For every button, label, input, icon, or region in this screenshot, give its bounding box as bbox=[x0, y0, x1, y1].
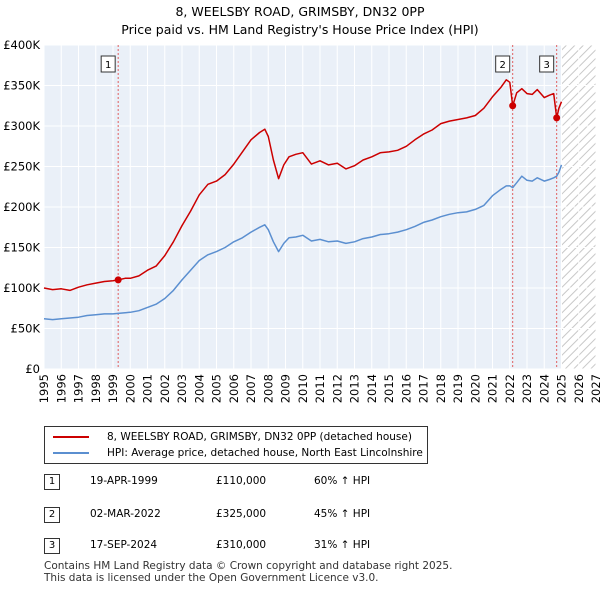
sale-point bbox=[509, 102, 517, 110]
y-tick-label: £100K bbox=[3, 281, 40, 295]
footer-licence: This data is licensed under the Open Gov… bbox=[44, 572, 379, 584]
sale-number-box bbox=[539, 55, 555, 73]
sale-date: 02-MAR-2022 bbox=[90, 508, 161, 520]
x-tick-label: 2016 bbox=[399, 374, 413, 403]
x-tick-label: 2002 bbox=[158, 374, 172, 403]
x-tick-label: 2012 bbox=[330, 374, 344, 403]
x-tick-label: 2013 bbox=[348, 374, 362, 403]
y-tick-label: £50K bbox=[11, 322, 41, 336]
x-tick-label: 2019 bbox=[451, 374, 465, 403]
price-chart: £0 £50K £100K £150K £200K £250K £300K £350K £400… bbox=[3, 38, 600, 403]
x-tick-label: 2008 bbox=[261, 374, 275, 403]
x-tick-label: 2003 bbox=[175, 374, 189, 403]
x-tick-label: 1995 bbox=[37, 374, 51, 403]
footer-copyright: Contains HM Land Registry data © Crown c… bbox=[44, 560, 453, 572]
y-tick-label: £400K bbox=[3, 38, 40, 52]
y-tick-label: £350K bbox=[3, 79, 40, 93]
x-tick-label: 2022 bbox=[503, 374, 517, 403]
legend-label-hpi: HPI: Average price, detached house, Nort… bbox=[107, 447, 423, 459]
sale-hpi-change: 45% ↑ HPI bbox=[314, 508, 371, 520]
x-tick-label: 2007 bbox=[244, 374, 258, 403]
sale-number-badge: 1 bbox=[44, 474, 60, 490]
property-price-line bbox=[43, 79, 563, 292]
legend-item-property: 8, WEELSBY ROAD, GRIMSBY, DN32 0PP (deta… bbox=[53, 429, 412, 445]
x-tick-label: 2026 bbox=[572, 374, 586, 403]
y-tick-label: £0 bbox=[25, 362, 40, 376]
sale-number-badge: 2 bbox=[44, 507, 60, 523]
x-tick-label: 2001 bbox=[141, 374, 155, 403]
sale-price: £110,000 bbox=[216, 475, 267, 487]
sale-date: 17-SEP-2024 bbox=[90, 539, 158, 551]
hpi-line bbox=[43, 164, 563, 321]
x-tick-label: 2014 bbox=[365, 374, 379, 403]
x-tick-label: 2025 bbox=[555, 374, 569, 403]
sale-number-label: 2 bbox=[499, 60, 505, 71]
chart-title: 8, WEELSBY ROAD, GRIMSBY, DN32 0PP bbox=[175, 4, 425, 19]
sale-number-badge: 3 bbox=[44, 538, 60, 554]
x-tick-label: 2015 bbox=[382, 374, 396, 403]
sale-price: £310,000 bbox=[216, 539, 267, 551]
sale-number-box bbox=[495, 55, 511, 73]
sale-point bbox=[114, 276, 122, 284]
x-tick-label: 1996 bbox=[54, 374, 68, 403]
x-tick-label: 2021 bbox=[486, 374, 500, 403]
x-tick-label: 2005 bbox=[210, 374, 224, 403]
y-tick-label: £250K bbox=[3, 160, 40, 174]
sale-price: £325,000 bbox=[216, 508, 267, 520]
sale-date: 19-APR-1999 bbox=[90, 475, 158, 487]
y-tick-label: £300K bbox=[3, 119, 40, 133]
legend-line-hpi bbox=[53, 452, 89, 454]
x-tick-label: 2011 bbox=[313, 374, 327, 403]
y-tick-label: £200K bbox=[3, 200, 40, 214]
x-tick-label: 2006 bbox=[227, 374, 241, 403]
legend-label-property: 8, WEELSBY ROAD, GRIMSBY, DN32 0PP (deta… bbox=[107, 431, 412, 443]
chart-legend: 8, WEELSBY ROAD, GRIMSBY, DN32 0PP (deta… bbox=[44, 426, 428, 464]
sale-number-box bbox=[100, 55, 116, 73]
sale-number-label: 3 bbox=[543, 60, 549, 71]
sale-hpi-change: 31% ↑ HPI bbox=[314, 539, 371, 551]
x-tick-label: 1997 bbox=[72, 374, 86, 403]
chart-subtitle: Price paid vs. HM Land Registry's House … bbox=[121, 22, 479, 37]
x-tick-label: 2018 bbox=[434, 374, 448, 403]
sale-number-label: 1 bbox=[105, 60, 111, 71]
sale-point bbox=[553, 114, 561, 122]
x-tick-label: 2010 bbox=[296, 374, 310, 403]
x-tick-label: 2017 bbox=[417, 374, 431, 403]
legend-item-hpi: HPI: Average price, detached house, Nort… bbox=[53, 445, 423, 461]
x-tick-label: 2004 bbox=[192, 374, 206, 403]
x-tick-label: 2023 bbox=[520, 374, 534, 403]
sale-hpi-change: 60% ↑ HPI bbox=[314, 475, 371, 487]
x-tick-label: 1998 bbox=[89, 374, 103, 403]
x-tick-label: 2009 bbox=[279, 374, 293, 403]
x-tick-label: 2000 bbox=[123, 374, 137, 403]
x-tick-label: 1999 bbox=[106, 374, 120, 403]
y-tick-label: £150K bbox=[3, 241, 40, 255]
legend-line-property bbox=[53, 436, 89, 438]
x-tick-label: 2020 bbox=[468, 374, 482, 403]
x-tick-label: 2024 bbox=[537, 374, 551, 403]
x-tick-label: 2027 bbox=[589, 374, 600, 403]
